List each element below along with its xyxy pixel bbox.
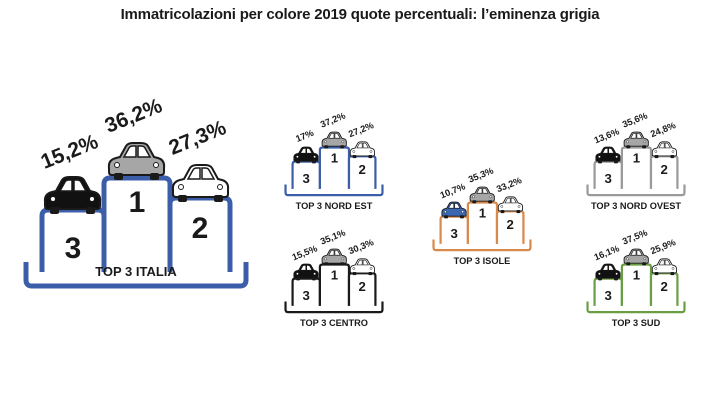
value-label: 27,2% — [347, 120, 375, 139]
rank-number-3: 3 — [303, 171, 310, 186]
value-label: 10,7% — [439, 181, 467, 200]
value-label: 35,3% — [467, 165, 495, 184]
car-icon — [469, 186, 495, 204]
car-icon — [321, 131, 347, 149]
value-label: 25,9% — [649, 237, 677, 256]
podium-block-1 — [101, 175, 173, 272]
car-icon — [651, 141, 678, 159]
value-label: 27,3% — [166, 116, 230, 160]
chart-title: Immatricolazioni per colore 2019 quote p… — [120, 6, 600, 23]
podium-centro: 3 15,5% 1 35,1% 2 30,3% TOP 3 CENTRO — [284, 227, 384, 328]
value-label: 24,8% — [649, 120, 677, 139]
podium-label: TOP 3 SUD — [612, 318, 661, 328]
car-icon — [349, 141, 376, 159]
value-label: 30,3% — [347, 237, 375, 256]
podium-label: TOP 3 NORD OVEST — [591, 201, 681, 211]
car-icon — [107, 142, 166, 180]
car-icon — [349, 258, 376, 276]
rank-number-1: 1 — [633, 150, 640, 165]
car-icon — [651, 258, 678, 276]
rank-number-2: 2 — [359, 162, 366, 177]
car-icon — [293, 146, 319, 164]
rank-number-1: 1 — [633, 267, 640, 282]
podium-block-1 — [620, 146, 653, 189]
value-label: 15,2% — [38, 130, 102, 174]
rank-number-1: 1 — [331, 150, 338, 165]
rank-number-2: 2 — [661, 279, 668, 294]
car-icon — [293, 263, 319, 281]
rank-number-3: 3 — [605, 288, 612, 303]
podium-italia: 3 15,2% 1 36,2% 2 27,3% TOP 3 ITALIA — [23, 94, 249, 289]
value-label: 37,5% — [621, 227, 649, 246]
value-label: 15,5% — [291, 243, 319, 262]
podium-base — [586, 184, 686, 197]
rank-number-2: 2 — [661, 162, 668, 177]
value-label: 35,1% — [319, 227, 347, 246]
podium-block-1 — [466, 201, 499, 244]
rank-number-3: 3 — [605, 171, 612, 186]
value-label: 13,6% — [593, 126, 621, 145]
podium-block-2 — [649, 155, 679, 189]
podium-base — [284, 301, 384, 314]
podium-label: TOP 3 ITALIA — [95, 264, 177, 279]
rank-number-2: 2 — [192, 212, 209, 245]
rank-number-2: 2 — [359, 279, 366, 294]
podium-base — [432, 239, 532, 252]
value-label: 35,6% — [621, 110, 649, 129]
podium-sud: 3 16,1% 1 37,5% 2 25,9% TOP 3 SUD — [586, 227, 686, 328]
rank-number-1: 1 — [331, 267, 338, 282]
car-icon — [595, 146, 621, 164]
rank-number-1: 1 — [479, 205, 486, 220]
value-label: 37,2% — [319, 110, 347, 129]
rank-number-2: 2 — [507, 217, 514, 232]
car-icon — [623, 248, 649, 266]
value-label: 36,2% — [102, 94, 166, 138]
rank-number-3: 3 — [65, 232, 82, 265]
value-label: 16,1% — [593, 243, 621, 262]
car-icon — [441, 201, 467, 219]
car-icon — [321, 248, 347, 266]
rank-number-3: 3 — [303, 288, 310, 303]
podium-isole: 3 10,7% 1 35,3% 2 33,2% TOP 3 ISOLE — [432, 165, 532, 266]
value-label: 33,2% — [495, 175, 523, 194]
podium-block-1 — [620, 263, 653, 306]
car-icon — [623, 131, 649, 149]
car-icon — [497, 196, 524, 214]
value-label: 17% — [294, 128, 315, 144]
car-icon — [595, 263, 621, 281]
car-icon — [171, 164, 230, 202]
podium-block-2 — [495, 210, 525, 244]
podium-label: TOP 3 NORD EST — [296, 201, 373, 211]
car-icon — [43, 176, 102, 214]
podium-block-1 — [318, 263, 351, 306]
podium-label: TOP 3 ISOLE — [454, 256, 511, 266]
podium-block-1 — [318, 146, 351, 189]
podium-nord-est: 3 17% 1 37,2% 2 27,2% TOP 3 NORD EST — [284, 110, 384, 211]
podium-nord-ovest: 3 13,6% 1 35,6% 2 24,8% TOP 3 NORD OVEST — [586, 110, 686, 211]
podium-label: TOP 3 CENTRO — [300, 318, 368, 328]
rank-number-1: 1 — [129, 186, 146, 219]
podium-block-2 — [347, 155, 377, 189]
podium-base — [586, 301, 686, 314]
rank-number-3: 3 — [451, 226, 458, 241]
podium-base — [23, 262, 249, 289]
podium-base — [284, 184, 384, 197]
